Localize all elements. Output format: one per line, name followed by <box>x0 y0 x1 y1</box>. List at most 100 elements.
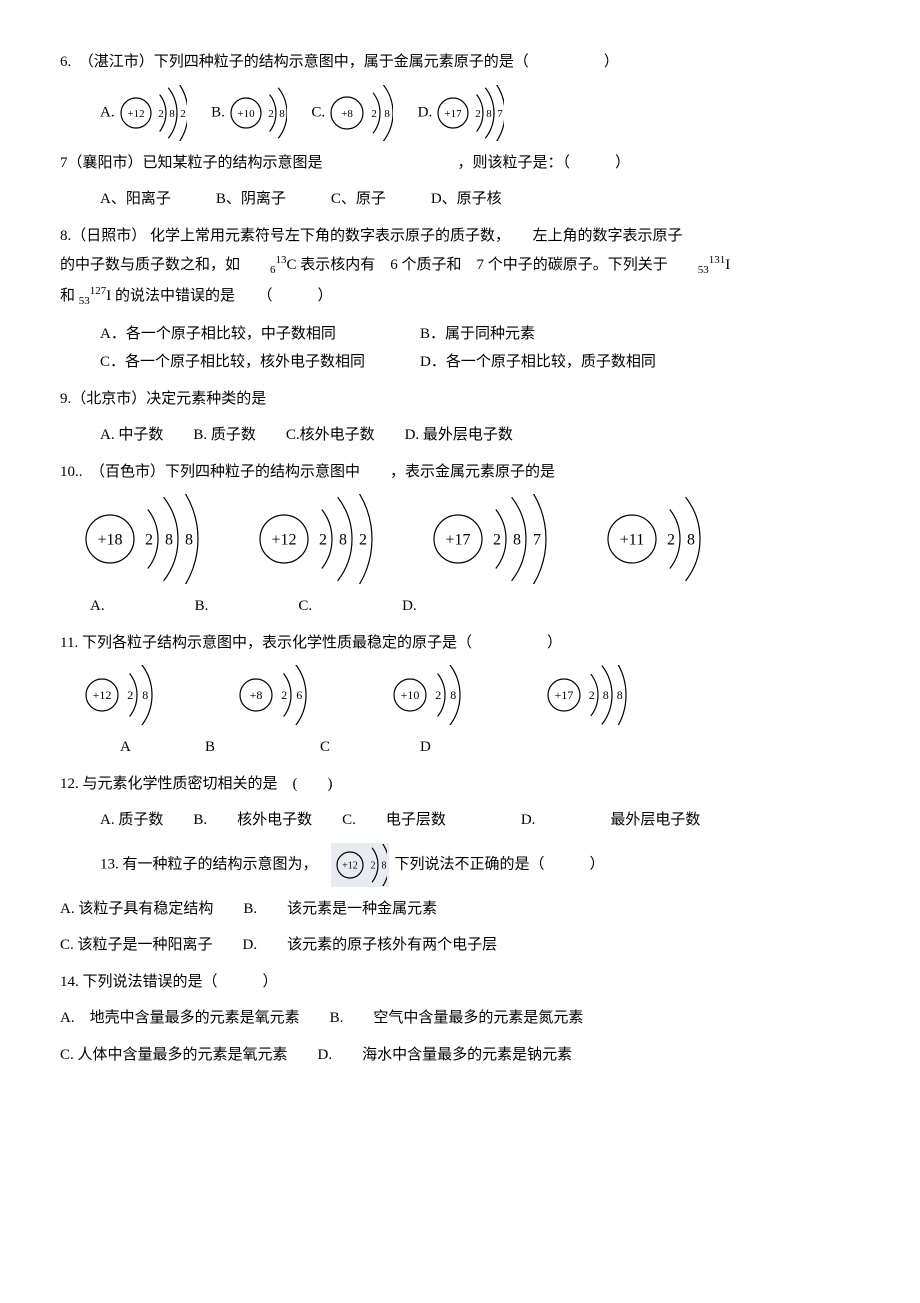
svg-text:8: 8 <box>487 107 493 119</box>
q11-stem: 11. 下列各粒子结构示意图中，表示化学性质最稳定的原子是（ ） <box>60 635 562 651</box>
svg-text:2: 2 <box>180 107 186 119</box>
svg-text:2: 2 <box>476 107 482 119</box>
svg-text:7: 7 <box>498 107 504 119</box>
q13-a: 13. 有一种粒子的结构示意图为， <box>100 856 325 872</box>
q13-optD: D. 该元素的原子核外有两个电子层 <box>243 937 498 953</box>
svg-text:+12: +12 <box>271 532 296 549</box>
q12-stem: 12. 与元素化学性质密切相关的是 ( ) <box>60 776 333 792</box>
svg-text:8: 8 <box>603 688 609 702</box>
question-6: 6. （湛江市）下列四种粒子的结构示意图中，属于金属元素原子的是（ ） <box>60 48 860 77</box>
svg-text:+10: +10 <box>401 688 420 702</box>
q6-A-label: A. <box>100 104 115 120</box>
svg-text:2: 2 <box>493 532 501 549</box>
svg-text:8: 8 <box>385 107 391 119</box>
svg-text:8: 8 <box>513 532 521 549</box>
q9-stem: 9.（北京市）决定元素种类的是 <box>60 391 266 407</box>
q13-optA: A. 该粒子具有稳定结构 <box>60 901 213 917</box>
q12-opts: A. 质子数 B. 核外电子数 C. 电子层数 D. 最外层电子数 <box>100 812 700 828</box>
question-8: 8.（日照市） 化学上常用元素符号左下角的数字表示原子的质子数， 左上角的数字表… <box>60 222 860 312</box>
svg-text:2: 2 <box>281 688 287 702</box>
q11-labels: A B C D <box>90 733 860 762</box>
q8-optD: D．各一个原子相比较，质子数相同 <box>420 354 656 370</box>
q6-D-label: D. <box>418 104 433 120</box>
q8-optC: C．各一个原子相比较，核外电子数相同 <box>100 348 420 377</box>
q11-atom-B: +8 26 <box>236 665 326 725</box>
q11-atoms: +1228 +826 +1028 +17288 <box>80 665 860 725</box>
q14-options-2: C. 人体中含量最多的元素是氧元素 D. 海水中含量最多的元素是钠元素 <box>60 1041 860 1070</box>
q8-line2: 的中子数与质子数之和，如 613C 表示核内有 6 个质子和 7 个中子的碳原子… <box>60 250 860 281</box>
q9-options: A. 中子数 B. 质子数 C.核外电子数 D. 最外层电子数 <box>100 421 860 450</box>
question-9: 9.（北京市）决定元素种类的是 <box>60 385 860 414</box>
svg-text:+11: +11 <box>620 532 644 549</box>
svg-text:2: 2 <box>667 532 675 549</box>
q6-B-label: B. <box>211 104 225 120</box>
svg-text:+17: +17 <box>445 532 470 549</box>
q6-C-label: C. <box>311 104 325 120</box>
svg-text:+10: +10 <box>237 107 255 119</box>
q8-line3: 和 53127I 的说法中错误的是 （ ） <box>60 281 860 312</box>
q11-atom-D: +17288 <box>544 665 644 725</box>
svg-text:8: 8 <box>279 107 285 119</box>
svg-text:+17: +17 <box>555 688 574 702</box>
q10-atom-A: +18288 <box>82 494 222 584</box>
q6-stem: 6. （湛江市）下列四种粒子的结构示意图中，属于金属元素原子的是（ ） <box>60 54 619 70</box>
svg-text:+12: +12 <box>342 860 358 871</box>
svg-text:8: 8 <box>617 688 623 702</box>
svg-text:2: 2 <box>372 107 378 119</box>
q13-optB: B. 该元素是一种金属元素 <box>243 901 437 917</box>
q10-labels: A. B. C. D. <box>90 592 860 621</box>
svg-text:2: 2 <box>589 688 595 702</box>
svg-text:+8: +8 <box>341 107 353 119</box>
q8-optB: B．属于同种元素 <box>420 326 535 342</box>
q11-atom-C: +10 28 <box>390 665 480 725</box>
svg-text:8: 8 <box>169 107 175 119</box>
q13-options-2: C. 该粒子是一种阳离子 D. 该元素的原子核外有两个电子层 <box>60 931 860 960</box>
svg-text:8: 8 <box>450 688 456 702</box>
svg-text:6: 6 <box>296 688 302 702</box>
q14-options-1: A. 地壳中含量最多的元素是氧元素 B. 空气中含量最多的元素是氮元素 <box>60 1004 860 1033</box>
q13-options-1: A. 该粒子具有稳定结构 B. 该元素是一种金属元素 <box>60 895 860 924</box>
question-7: 7（襄阳市）已知某粒子的结构示意图是 ，则该粒子是：（ ） <box>60 149 860 178</box>
q13-optC: C. 该粒子是一种阳离子 <box>60 937 213 953</box>
svg-text:+18: +18 <box>97 532 122 549</box>
svg-text:2: 2 <box>319 532 327 549</box>
q13-b: 下列说法不正确的是（ ） <box>395 856 605 872</box>
q14-optA: A. 地壳中含量最多的元素是氧元素 <box>60 1010 300 1026</box>
q6-atom-C: +8 28 <box>327 85 393 141</box>
svg-text:2: 2 <box>158 107 164 119</box>
q14-optC: C. 人体中含量最多的元素是氧元素 <box>60 1047 288 1063</box>
question-12: 12. 与元素化学性质密切相关的是 ( ) <box>60 770 860 799</box>
q10-atom-B: +12282 <box>256 494 396 584</box>
q10-atoms: +18288 +12282 +17287 +1128 <box>80 494 860 584</box>
q9-opts: A. 中子数 B. 质子数 C.核外电子数 D. 最外层电子数 <box>100 427 513 443</box>
svg-text:2: 2 <box>359 532 367 549</box>
svg-text:2: 2 <box>435 688 441 702</box>
q12-options: A. 质子数 B. 核外电子数 C. 电子层数 D. 最外层电子数 <box>100 806 860 835</box>
q7-options: A、阳离子 B、阴离子 C、原子 D、原子核 <box>100 185 860 214</box>
question-10: 10.. （百色市）下列四种粒子的结构示意图中 ，表示金属元素原子的是 <box>60 458 860 487</box>
svg-text:8: 8 <box>185 532 193 549</box>
q6-atom-D: +17 287 <box>434 85 504 141</box>
svg-text:+12: +12 <box>127 107 144 119</box>
svg-text:+17: +17 <box>445 107 463 119</box>
question-13: 13. 有一种粒子的结构示意图为， +1228 下列说法不正确的是（ ） <box>100 843 860 887</box>
svg-text:8: 8 <box>165 532 173 549</box>
q7-stem: 7（襄阳市）已知某粒子的结构示意图是 ，则该粒子是：（ ） <box>60 155 630 171</box>
q8-optA: A．各一个原子相比较，中子数相同 <box>100 320 420 349</box>
svg-text:2: 2 <box>268 107 274 119</box>
svg-text:+8: +8 <box>250 688 263 702</box>
svg-text:2: 2 <box>127 688 133 702</box>
svg-text:2: 2 <box>370 860 375 871</box>
svg-text:+12: +12 <box>93 688 112 702</box>
q8-line1: 8.（日照市） 化学上常用元素符号左下角的数字表示原子的质子数， 左上角的数字表… <box>60 222 860 251</box>
question-14: 14. 下列说法错误的是（ ） <box>60 968 860 997</box>
svg-text:8: 8 <box>687 532 695 549</box>
q10-stem: 10.. （百色市）下列四种粒子的结构示意图中 ，表示金属元素原子的是 <box>60 464 555 480</box>
q10-atom-C: +17 287 <box>430 494 570 584</box>
svg-text:2: 2 <box>145 532 153 549</box>
q10-atom-D: +11 28 <box>604 494 724 584</box>
q6-atom-B: +10 28 <box>227 85 287 141</box>
question-11: 11. 下列各粒子结构示意图中，表示化学性质最稳定的原子是（ ） <box>60 629 860 658</box>
q14-stem: 14. 下列说法错误的是（ ） <box>60 974 278 990</box>
svg-text:7: 7 <box>533 532 541 549</box>
